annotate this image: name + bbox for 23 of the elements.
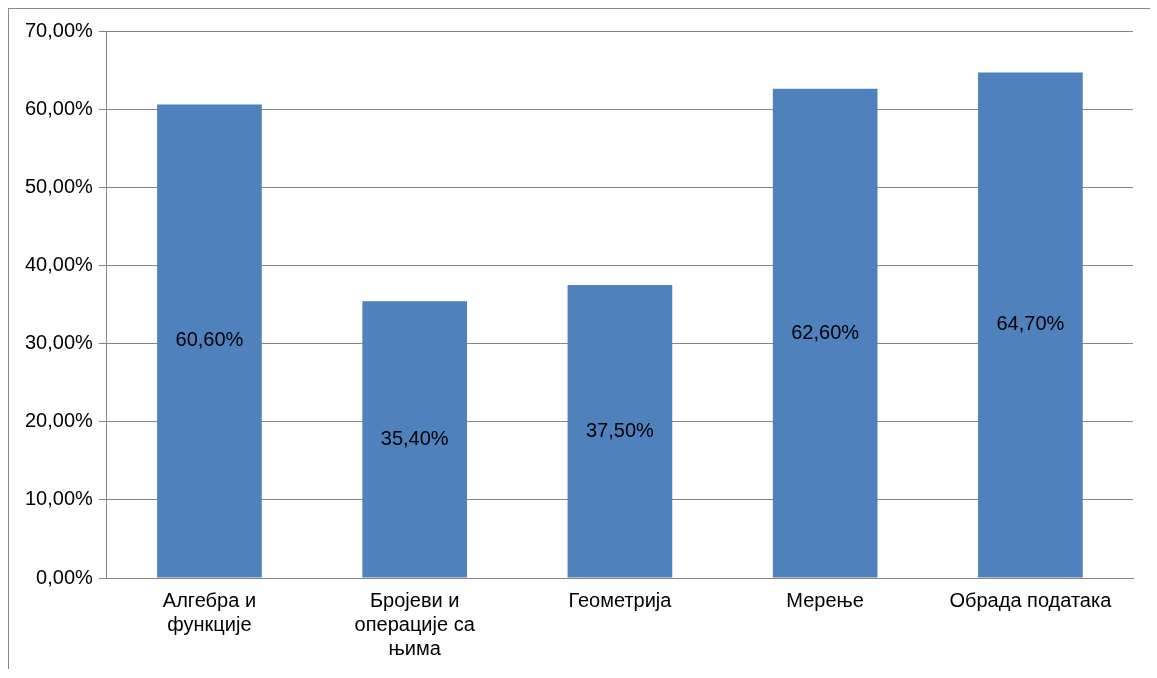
data-label: 62,60%	[791, 320, 860, 343]
x-tick-label: Бројеви и операције са њима	[354, 588, 476, 659]
y-tick-label: 30,00%	[24, 331, 94, 354]
y-tick-label: 70,00%	[24, 18, 94, 41]
x-tick-label: Мерење	[786, 588, 864, 611]
bar	[772, 88, 878, 578]
bar	[157, 104, 262, 578]
y-tick-label: 60,00%	[24, 96, 94, 119]
data-label: 35,40%	[380, 426, 449, 449]
bar	[978, 72, 1083, 578]
data-label: 64,70%	[996, 312, 1065, 335]
bar	[362, 301, 468, 578]
y-tick-label: 20,00%	[24, 409, 94, 432]
data-label: 60,60%	[175, 328, 244, 351]
x-tick-label: Геометрија	[568, 588, 673, 611]
x-tick-label: Алгебра и функције	[162, 588, 257, 635]
data-label: 37,50%	[585, 418, 655, 441]
y-tick-label: 10,00%	[24, 487, 94, 510]
y-tick-label: 40,00%	[24, 252, 94, 275]
x-tick-label: Обрада података	[949, 588, 1113, 611]
bar	[567, 284, 673, 578]
y-tick-label: 50,00%	[24, 174, 94, 197]
y-tick-label: 0,00%	[36, 565, 94, 588]
